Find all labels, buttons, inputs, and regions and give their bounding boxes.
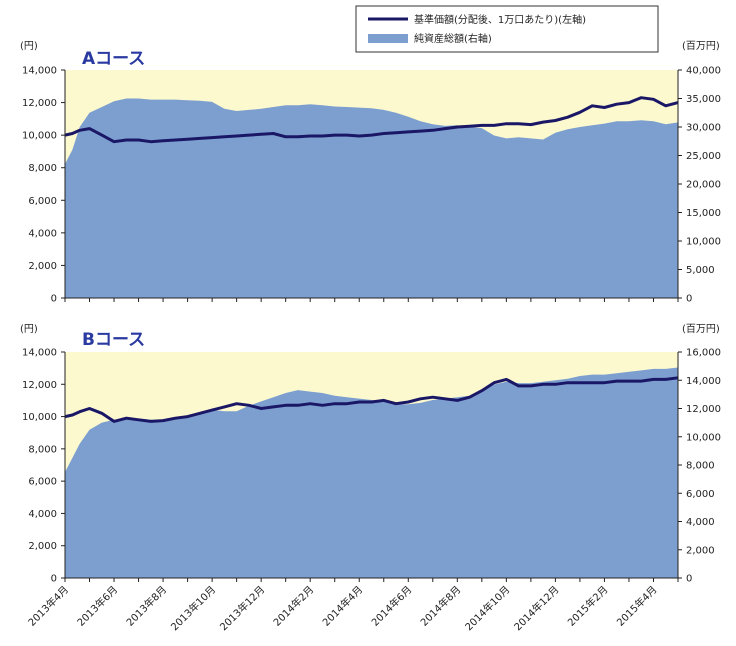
right-tick-label: 16,000 xyxy=(686,348,721,359)
x-tick-label: 2013年6月 xyxy=(74,583,120,629)
x-tick-label: 2014年10月 xyxy=(462,583,512,633)
legend: 基準価額(分配後、1万口あたり)(左軸) 純資産総額(右軸) xyxy=(355,5,659,53)
right-tick-label: 14,000 xyxy=(686,376,721,387)
x-tick-label: 2013年10月 xyxy=(168,583,218,633)
panel-b-plot: 0 2,000 4,000 6,000 8,000 10,000 12,000 14,000 0… xyxy=(22,348,721,585)
x-tick-label: 2015年2月 xyxy=(565,583,611,629)
left-tick-label: 8,000 xyxy=(28,163,57,174)
series-line-nav xyxy=(64,96,679,144)
x-tick-label: 2015年4月 xyxy=(614,583,660,629)
panel-b-left-unit: (円) xyxy=(20,324,38,335)
right-tick-label: 40,000 xyxy=(686,66,721,77)
legend-area-swatch xyxy=(368,34,408,43)
left-tick-label: 6,000 xyxy=(28,477,57,488)
series-area-net-assets xyxy=(65,98,678,298)
right-tick-label: 6,000 xyxy=(686,489,715,500)
panel-a-right-unit: (百万円) xyxy=(682,40,720,52)
legend-box xyxy=(355,5,659,53)
panel-a-left-unit: (円) xyxy=(20,41,38,52)
panel-b: (円) (百万円) Bコース 0 2,000 4,000 6,000 8,000 10,0… xyxy=(20,323,721,585)
left-tick-label: 14,000 xyxy=(22,66,57,77)
x-tick-label: 2014年2月 xyxy=(270,583,316,629)
right-tick-label: 12,000 xyxy=(686,404,721,415)
panel-a-plot: 0 2,000 4,000 6,000 8,000 10,000 12,000 14,000 0… xyxy=(22,66,721,305)
left-tick-label: 8,000 xyxy=(28,444,57,455)
panel-b-right-unit: (百万円) xyxy=(682,323,720,335)
series-line-nav xyxy=(64,376,679,423)
right-tick-label: 20,000 xyxy=(686,180,721,191)
right-tick-label: 5,000 xyxy=(686,265,715,276)
left-tick-label: 10,000 xyxy=(22,412,57,423)
left-tick-label: 14,000 xyxy=(22,348,57,359)
series-area-net-assets xyxy=(65,367,678,578)
x-tick-label: 2014年8月 xyxy=(418,583,464,629)
left-tick-label: 2,000 xyxy=(28,541,57,552)
panel-a: (円) (百万円) Aコース 0 2,000 4,000 6,000 8,000 10,0… xyxy=(20,40,721,305)
right-tick-label: 30,000 xyxy=(686,123,721,134)
x-tick-label: 2013年8月 xyxy=(123,583,169,629)
left-tick-label: 12,000 xyxy=(22,98,57,109)
panel-a-title: Aコース xyxy=(82,49,145,69)
left-tick-label: 10,000 xyxy=(22,131,57,142)
x-axis-labels: 2013年4月 2013年6月 2013年8月 2013年10月 2013年12月 201… xyxy=(25,583,659,633)
left-tick-label: 0 xyxy=(51,294,57,305)
right-tick-label: 15,000 xyxy=(686,208,721,219)
right-tick-label: 2,000 xyxy=(686,545,715,556)
left-tick-label: 4,000 xyxy=(28,228,57,239)
left-tick-label: 6,000 xyxy=(28,196,57,207)
left-tick-label: 12,000 xyxy=(22,380,57,391)
left-tick-label: 0 xyxy=(51,574,57,585)
x-tick-label: 2014年6月 xyxy=(369,583,415,629)
legend-line-label: 基準価額(分配後、1万口あたり)(左軸) xyxy=(414,13,586,26)
right-tick-label: 35,000 xyxy=(686,94,721,105)
right-tick-label: 10,000 xyxy=(686,432,721,443)
left-tick-label: 2,000 xyxy=(28,261,57,272)
x-tick-label: 2014年12月 xyxy=(511,583,561,633)
right-tick-label: 0 xyxy=(686,574,692,585)
left-tick-label: 4,000 xyxy=(28,509,57,520)
x-tick-label: 2013年4月 xyxy=(25,583,71,629)
right-tick-label: 10,000 xyxy=(686,237,721,248)
x-tick-label: 2013年12月 xyxy=(217,583,267,633)
right-tick-label: 8,000 xyxy=(686,461,715,472)
right-tick-label: 0 xyxy=(686,294,692,305)
right-tick-label: 25,000 xyxy=(686,151,721,162)
x-tick-label: 2014年4月 xyxy=(320,583,366,629)
panel-b-title: Bコース xyxy=(82,330,145,350)
right-tick-label: 4,000 xyxy=(686,517,715,528)
legend-area-label: 純資産総額(右軸) xyxy=(414,32,492,45)
